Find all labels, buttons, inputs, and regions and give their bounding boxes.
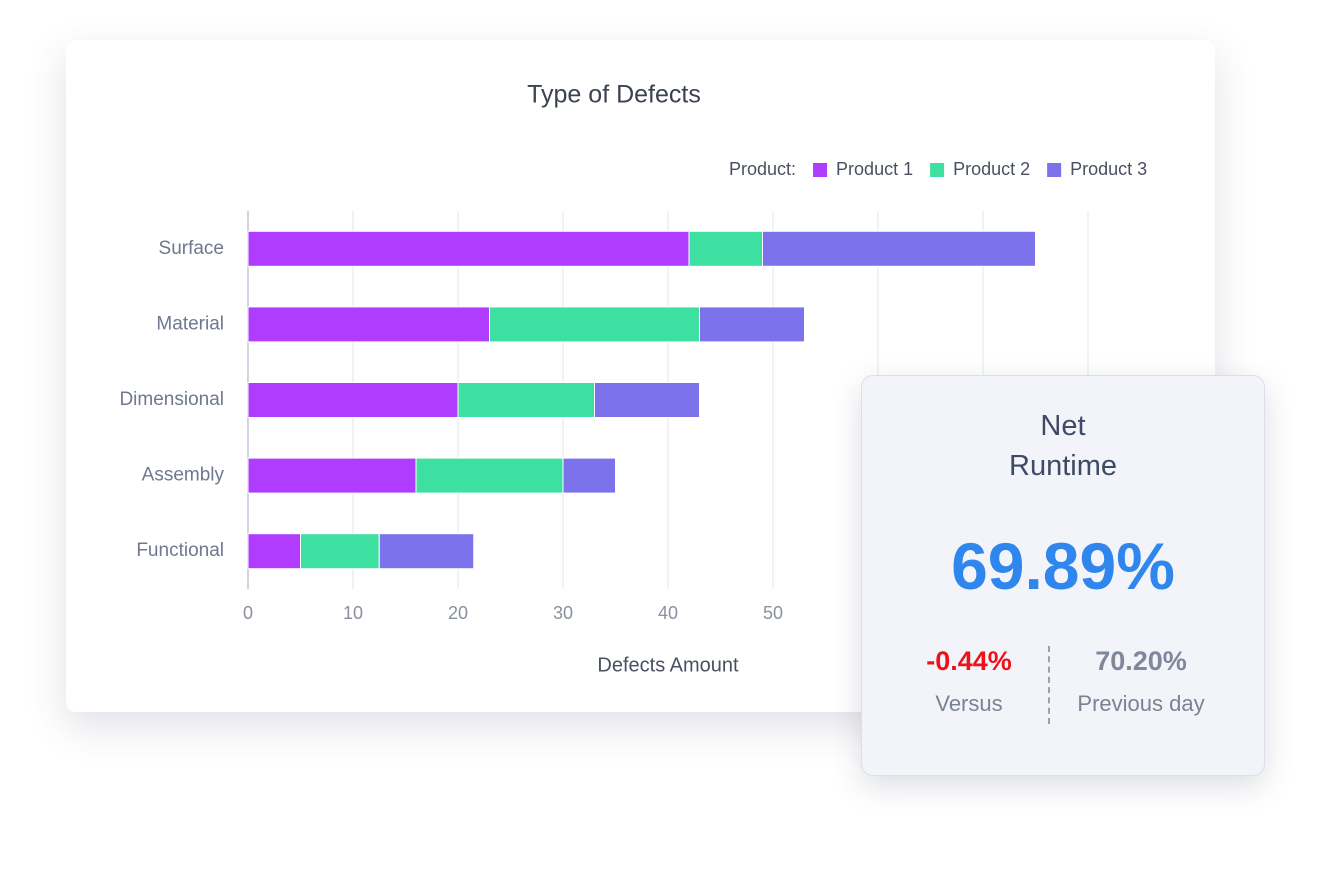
y-tick-label: Assembly [142,465,225,486]
kpi-value: 69.89% [951,529,1175,603]
legend-label: Product 2 [953,159,1030,179]
separator [1048,646,1050,724]
bar-segment [562,457,616,494]
legend-label: Product 1 [836,159,913,179]
bar-segment [247,457,417,494]
bar-segment [300,533,380,570]
bar-segment [378,533,475,570]
bar-segment [762,230,1036,267]
y-tick-label: Functional [136,540,224,561]
kpi-title: Net [1040,410,1086,442]
x-tick-label: 10 [343,603,363,623]
legend-swatch [813,163,828,177]
x-tick-label: 50 [763,603,783,623]
kpi-previous-label: Previous day [1077,691,1205,716]
bar-segment [247,382,459,418]
x-tick-label: 0 [243,603,253,623]
bar-segment [247,533,301,570]
kpi-title: Runtime [1009,450,1117,482]
x-axis-label: Defects Amount [597,654,739,676]
x-tick-label: 30 [553,603,573,623]
bar-segment [489,306,700,343]
y-tick-label: Material [156,313,224,334]
legend-swatch [1047,163,1062,177]
bar-segment [594,382,700,418]
bar-segment [415,457,564,494]
legend-swatch [930,163,945,177]
x-tick-label: 40 [658,603,678,623]
bar-segment [457,382,595,418]
chart-title: Type of Defects [527,81,701,109]
kpi-card: Net Runtime 69.89% -0.44% Versus 70.20% … [861,375,1265,776]
y-tick-label: Surface [159,238,224,259]
y-tick-label: Dimensional [119,389,224,410]
bar-segment [688,230,763,267]
kpi-change: -0.44% [926,646,1012,676]
kpi-change-label: Versus [935,691,1003,716]
bar-segment [247,306,490,343]
legend-title: Product: [729,159,796,179]
legend-label: Product 3 [1070,159,1147,179]
bar-segment [247,230,690,267]
x-tick-label: 20 [448,603,468,623]
bar-segment [699,306,805,343]
kpi-previous: 70.20% [1095,646,1187,676]
